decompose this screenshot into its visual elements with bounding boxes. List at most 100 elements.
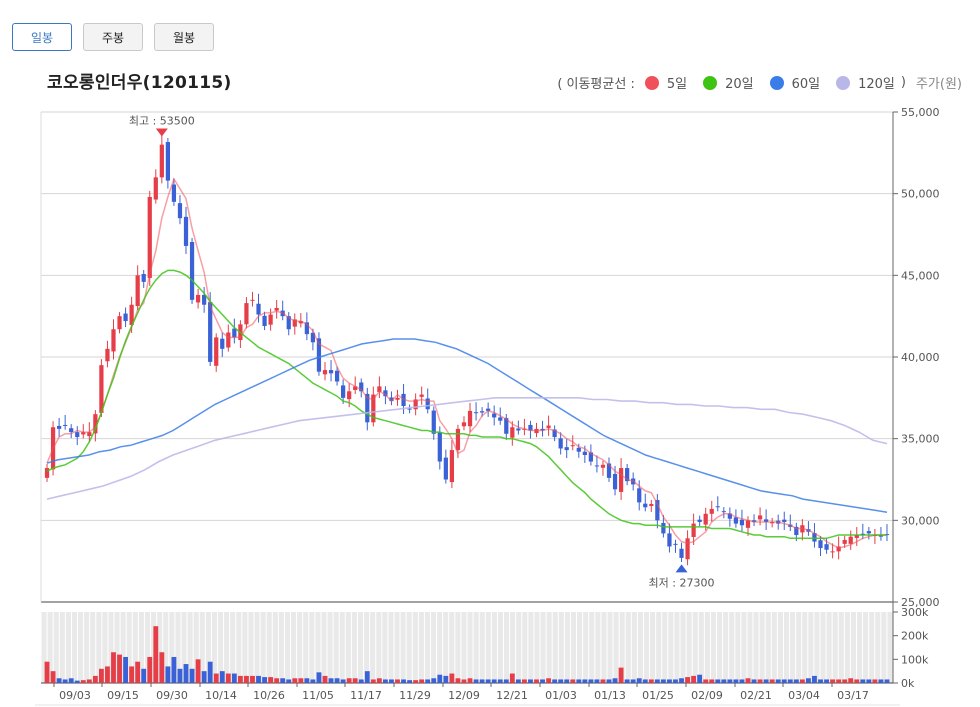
candle-body xyxy=(328,370,334,374)
candle-body xyxy=(353,386,358,390)
volume-bg-bar xyxy=(224,612,230,683)
volume-bg-bar xyxy=(753,612,759,683)
volume-bar xyxy=(159,652,165,683)
volume-bg-bar xyxy=(315,612,321,683)
candle-body xyxy=(359,382,364,392)
volume-bar xyxy=(630,679,636,683)
volume-bar xyxy=(836,679,842,683)
volume-bar xyxy=(316,672,322,683)
volume-bar xyxy=(751,679,757,683)
volume-bg-bar xyxy=(248,612,254,683)
volume-bg-bar xyxy=(601,612,607,683)
volume-bar xyxy=(207,661,213,683)
volume-bar xyxy=(546,678,551,683)
candle-body xyxy=(347,391,352,400)
ma-line-60일 xyxy=(46,338,888,513)
volume-bar xyxy=(177,668,183,683)
volume-bar xyxy=(479,679,485,683)
volume-bar xyxy=(407,680,413,683)
volume-bar xyxy=(395,679,400,683)
volume-bar xyxy=(594,679,600,683)
volume-bg-bar xyxy=(625,612,631,683)
volume-bar xyxy=(322,675,328,683)
volume-bar xyxy=(721,679,727,683)
volume-bg-bar xyxy=(759,612,765,683)
tab-monthly[interactable]: 월봉 xyxy=(154,23,214,51)
candle-body xyxy=(715,506,720,508)
candle-body xyxy=(582,451,587,455)
volume-bar xyxy=(606,679,612,683)
candle-body xyxy=(177,203,183,219)
x-tick-label: 02/09 xyxy=(691,689,723,702)
volume-bg-bar xyxy=(577,612,583,683)
volume-bar xyxy=(618,667,624,683)
volume-bar xyxy=(165,666,171,683)
candle-body xyxy=(600,464,606,468)
candle-body xyxy=(498,417,503,421)
candle-body xyxy=(93,414,98,434)
volume-bg-bar xyxy=(449,612,455,683)
volume-bg-bar xyxy=(528,612,534,683)
volume-bar xyxy=(624,679,630,683)
volume-bg-bar xyxy=(838,612,844,683)
candle-body xyxy=(407,408,412,410)
volume-bg-bar xyxy=(65,612,71,683)
volume-bar xyxy=(358,679,364,683)
min-price-label: 최저 : 27300 xyxy=(649,576,715,589)
volume-bg-bar xyxy=(382,612,388,683)
candle-body xyxy=(232,328,237,338)
volume-bg-bar xyxy=(832,612,838,683)
volume-bg-bar xyxy=(321,612,327,683)
legend-item-ma60: 60일 xyxy=(769,73,820,92)
candle-body xyxy=(443,457,448,480)
x-tick-label: 11/29 xyxy=(399,689,431,702)
volume-bg-bar xyxy=(357,612,364,683)
tab-daily[interactable]: 일봉 xyxy=(12,23,72,51)
volume-bg-bar xyxy=(656,612,662,683)
volume-bg-bar xyxy=(692,612,698,683)
volume-tick-label: 300k xyxy=(901,606,929,619)
volume-bar xyxy=(250,675,255,683)
volume-bar xyxy=(787,679,793,683)
volume-bar xyxy=(733,679,739,683)
candle-body xyxy=(709,508,714,514)
volume-bar xyxy=(878,679,884,683)
legend-item-ma5: 5일 xyxy=(644,73,687,92)
volume-bar xyxy=(346,678,352,683)
candle-body xyxy=(540,428,545,431)
ma5-dot-icon xyxy=(644,75,659,90)
volume-bar xyxy=(679,678,684,683)
volume-bar xyxy=(528,679,533,683)
volume-bar xyxy=(491,679,497,683)
candle-body xyxy=(679,548,684,558)
volume-bg-bar xyxy=(370,612,376,683)
volume-bg-bar xyxy=(430,612,437,683)
candle-body xyxy=(618,468,624,492)
volume-bg-bar xyxy=(443,612,449,683)
volume-bg-bar xyxy=(704,612,710,683)
candle-body xyxy=(552,429,557,438)
tab-weekly[interactable]: 주봉 xyxy=(83,23,143,51)
volume-bg-bar xyxy=(814,612,820,683)
volume-bg-bar xyxy=(710,612,717,683)
volume-bg-bar xyxy=(260,612,266,683)
volume-bar xyxy=(105,666,110,683)
candle-body xyxy=(473,412,479,414)
candle-body xyxy=(195,294,201,303)
volume-bg-bar xyxy=(686,612,692,683)
volume-bg-bar xyxy=(741,612,747,683)
volume-bg-bar xyxy=(364,612,370,683)
volume-bar xyxy=(129,666,135,683)
volume-bar xyxy=(558,679,564,683)
legend-prefix: ( 이동평균선 : xyxy=(557,77,635,92)
candle-body xyxy=(159,144,164,178)
candle-body xyxy=(274,308,279,311)
candle-body xyxy=(492,413,497,418)
volume-tick-label: 200k xyxy=(901,630,929,643)
candle-body xyxy=(165,142,170,181)
y-tick-label: 30,000 xyxy=(901,514,940,527)
volume-bar xyxy=(576,679,582,683)
candle-body xyxy=(81,432,86,435)
candle-body xyxy=(546,425,551,428)
volume-bar xyxy=(292,678,298,683)
